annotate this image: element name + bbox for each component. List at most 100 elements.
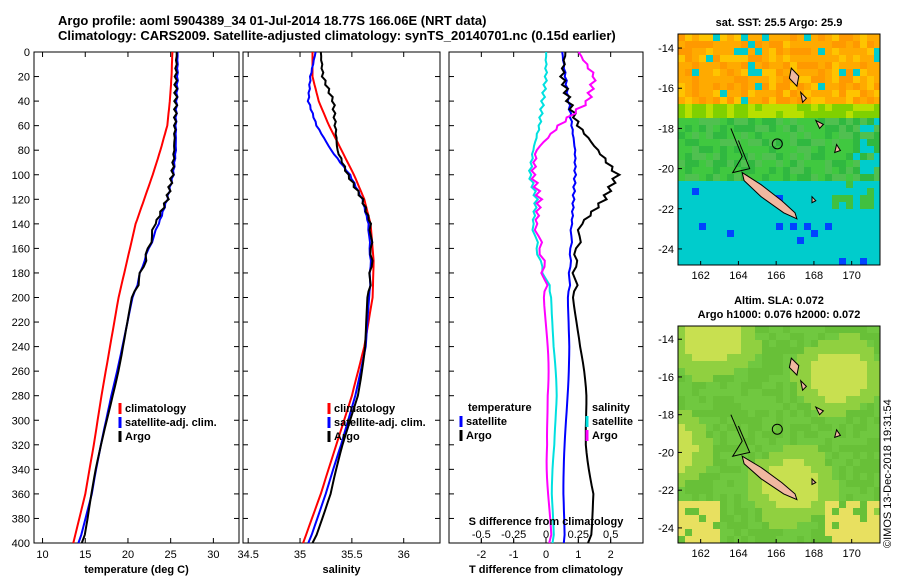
sla_map-cell [797, 340, 805, 348]
sla_map-cell [741, 480, 749, 488]
sla_map-cell [790, 459, 798, 467]
sla_map-cell [699, 494, 707, 502]
sla_map-cell [797, 508, 805, 516]
sla_map-cell [720, 389, 728, 397]
sst_map-cell [741, 48, 749, 56]
sst_map-cell [839, 48, 847, 56]
sst_map-cell [867, 237, 875, 245]
sla_map-cell [860, 382, 868, 390]
sla_map-cell [874, 410, 881, 418]
sla_map-cell [720, 326, 728, 334]
sla_map-cell [713, 354, 721, 362]
diff-salinity-tick-label: -0.5 [472, 529, 491, 541]
sla_map-cell [860, 438, 868, 446]
sla_map-cell [699, 487, 707, 495]
sla_map-cell [790, 522, 798, 530]
sst_map-cell [720, 237, 728, 245]
sst_map-cell [811, 237, 819, 245]
sst_map-cell [860, 188, 868, 196]
sst_map-cell [783, 174, 791, 182]
sst_map-cell [804, 216, 812, 224]
sst_map-cell [797, 167, 805, 175]
sst_map-cell [706, 258, 714, 266]
sla_map-cell [720, 340, 728, 348]
temp-ytick-label: 340 [12, 464, 30, 476]
sla_map-cell [867, 326, 875, 334]
sla_map-cell [867, 431, 875, 439]
sla_map-cell [699, 354, 707, 362]
sla_map-cell [713, 333, 721, 341]
sst_map-cell [860, 104, 868, 112]
sst_map-cell [818, 167, 826, 175]
sla_map-cell [741, 501, 749, 509]
sla_map-cell [678, 361, 686, 369]
sst_map-cell [734, 132, 742, 140]
sla_map-cell [804, 522, 812, 530]
sst_map-cell [734, 34, 742, 42]
sla_map-cell [804, 536, 812, 544]
sst_map-cell [832, 244, 840, 252]
sst_map-cell [727, 188, 735, 196]
sst_map-cell [741, 223, 749, 231]
sla_map-cell [762, 361, 770, 369]
sst_map-cell [748, 139, 756, 147]
sla_map-cell [678, 508, 686, 516]
sla_map-cell [692, 487, 700, 495]
sst_map-cell [685, 202, 693, 210]
sla_map-cell [727, 501, 735, 509]
sst_map-cell [692, 69, 700, 77]
sst_map-cell [818, 209, 826, 217]
sst_map-cell [839, 104, 847, 112]
sst_map-cell [853, 230, 861, 238]
sla_map-cell [846, 515, 854, 523]
sst_map-land [834, 143, 842, 154]
sla_map-cell [804, 424, 812, 432]
sst_map-cell [776, 55, 784, 63]
sst_map-cell [832, 153, 840, 161]
sla_map-cell [734, 375, 742, 383]
sla_map-cell [755, 459, 763, 467]
sla_map-cell [839, 424, 847, 432]
sla_map-cell [734, 473, 742, 481]
sla_map-cell [734, 487, 742, 495]
sla_map-cell [734, 459, 742, 467]
sst_map-cell [755, 251, 763, 259]
sst_map-cell [720, 41, 728, 49]
figure-title-line2: Climatology: CARS2009. Satellite-adjuste… [58, 28, 616, 43]
sst_map-cell [860, 174, 868, 182]
sla_map-cell [867, 438, 875, 446]
sst_map-cell [699, 167, 707, 175]
sst_map-cell [748, 188, 756, 196]
sst_map-cell [685, 251, 693, 259]
sla_map-cell [776, 389, 784, 397]
sst_map-cell [776, 48, 784, 56]
sst_map-cell [727, 34, 735, 42]
sst_map-cell [797, 48, 805, 56]
sla_map-ytick-label: -14 [658, 334, 674, 346]
sla_map-cell [790, 445, 798, 453]
sla_map-cell [741, 347, 749, 355]
sla_map-cell [720, 501, 728, 509]
sla_map-cell [846, 466, 854, 474]
sla_map-cell [846, 354, 854, 362]
sst_map-cell [846, 90, 854, 98]
sla_map-cell [776, 522, 784, 530]
sal-frame [242, 51, 441, 544]
sla_map-cell [832, 529, 840, 537]
sla_map-cell [734, 480, 742, 488]
sst_map-cell [741, 167, 749, 175]
temperature-panel: 10 15 20 25 30020406080100120140160180200220… [12, 47, 240, 576]
sla_map-cell [685, 326, 693, 334]
sst_map-cell [825, 118, 833, 126]
sla_map-cell [748, 326, 756, 334]
sst_map-cell [839, 118, 847, 126]
sst_map-frame [677, 33, 881, 266]
sla_map-cell [720, 494, 728, 502]
sst_map-cell [874, 139, 881, 147]
sla_map-cell [741, 382, 749, 390]
sst_map-cell [685, 83, 693, 91]
sla_map-cell [783, 417, 791, 425]
sst_map-cell [741, 146, 749, 154]
sla_map-cell [846, 396, 854, 404]
sst_map-cell [762, 90, 770, 98]
